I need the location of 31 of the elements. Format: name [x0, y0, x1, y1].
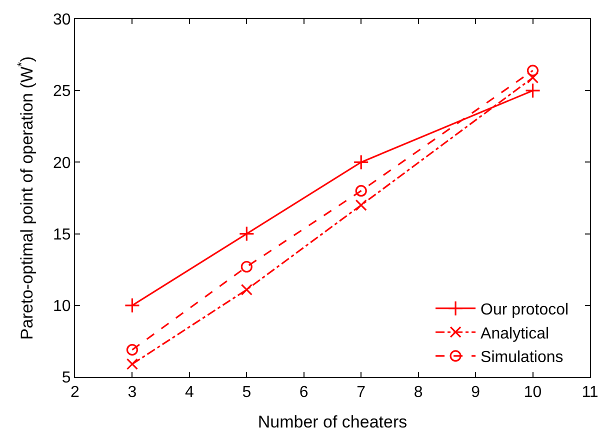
- point: [124, 298, 140, 314]
- point: [355, 199, 367, 211]
- legend-label: Simulations: [480, 349, 564, 366]
- x-axis-title: Number of cheaters: [258, 412, 408, 432]
- point: [526, 64, 539, 76]
- point: [240, 260, 252, 273]
- y-tick-label: 10: [53, 298, 71, 315]
- legend-label: Our protocol: [480, 302, 569, 319]
- x-tick-label: 10: [524, 384, 542, 402]
- point: [238, 226, 254, 242]
- y-tick-label: 15: [53, 226, 71, 244]
- y-tick-label: 5: [62, 370, 71, 387]
- point: [524, 82, 541, 98]
- x-tick-label: 5: [242, 384, 252, 402]
- x-tick-label: 11: [582, 384, 598, 402]
- x-tick-label: 6: [299, 384, 308, 402]
- point: [355, 185, 367, 197]
- x-tick-label: 7: [356, 384, 366, 402]
- y-tick-label: 25: [53, 83, 71, 100]
- point: [126, 358, 138, 370]
- point: [240, 284, 252, 296]
- x-tick-label: 8: [414, 384, 423, 402]
- x-tick-label: 2: [70, 384, 80, 402]
- x-tick-label: 3: [128, 384, 137, 402]
- legend-label: Analytical: [480, 325, 550, 342]
- y-tick-label: 20: [53, 154, 71, 172]
- x-tick-label: 4: [184, 384, 194, 402]
- x-tick-label: 9: [471, 384, 480, 402]
- y-tick-label: 30: [53, 12, 71, 29]
- point: [126, 344, 138, 356]
- point: [353, 154, 369, 170]
